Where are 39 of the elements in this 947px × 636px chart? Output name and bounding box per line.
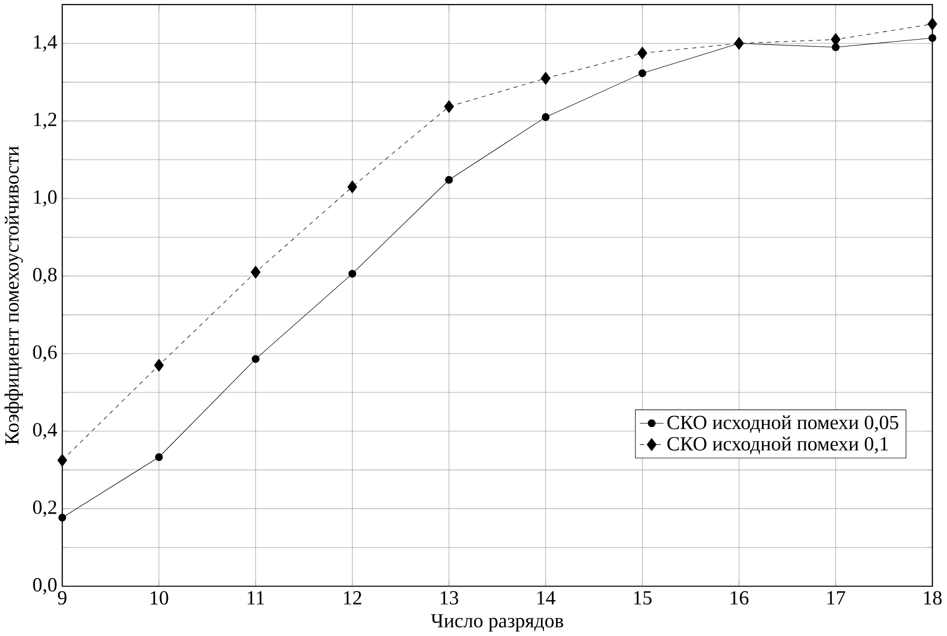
x-tick-label: 13 bbox=[440, 591, 458, 605]
x-axis-title: Число разрядов bbox=[430, 614, 564, 632]
point bbox=[638, 69, 646, 78]
y-tick-label: 1,2 bbox=[34, 112, 56, 130]
y-tick-label: 0,2 bbox=[33, 500, 56, 517]
point bbox=[348, 270, 356, 278]
point bbox=[250, 266, 260, 278]
y-tick-label: 1,4 bbox=[34, 35, 58, 52]
point bbox=[542, 113, 550, 121]
legend-label: СКО исходной помехи 0,05 bbox=[667, 415, 898, 433]
point bbox=[57, 454, 68, 467]
point bbox=[347, 180, 358, 194]
y-axis-title: Коэффициент помехоустойчивости bbox=[4, 146, 23, 444]
x-tick-label: 15 bbox=[634, 591, 652, 604]
y-tick-label: 0,8 bbox=[33, 268, 57, 284]
point bbox=[252, 355, 260, 363]
point bbox=[540, 72, 551, 85]
x-tick-label: 11 bbox=[248, 591, 264, 604]
x-tick-label: 9 bbox=[58, 591, 66, 605]
y-tick-label: 0,4 bbox=[33, 422, 58, 440]
point bbox=[928, 34, 936, 42]
x-tick-label: 18 bbox=[924, 591, 942, 605]
y-tick-label: 0,0 bbox=[33, 578, 57, 594]
point bbox=[637, 46, 648, 60]
point bbox=[155, 453, 163, 461]
point bbox=[928, 18, 938, 30]
legend-label: СКО исходной помехи 0,1 bbox=[667, 436, 888, 454]
x-tick-label: 10 bbox=[150, 591, 168, 605]
x-tick-label: 17 bbox=[827, 591, 846, 604]
point bbox=[734, 36, 744, 50]
x-tick-label: 14 bbox=[537, 591, 556, 604]
point bbox=[58, 514, 66, 522]
point bbox=[445, 176, 453, 184]
point bbox=[444, 100, 454, 113]
x-tick-label: 16 bbox=[730, 591, 748, 605]
y-tick-label: 1,0 bbox=[34, 190, 57, 207]
x-tick-label: 12 bbox=[344, 591, 362, 604]
point bbox=[154, 358, 164, 372]
y-tick-label: 0,6 bbox=[33, 345, 57, 362]
